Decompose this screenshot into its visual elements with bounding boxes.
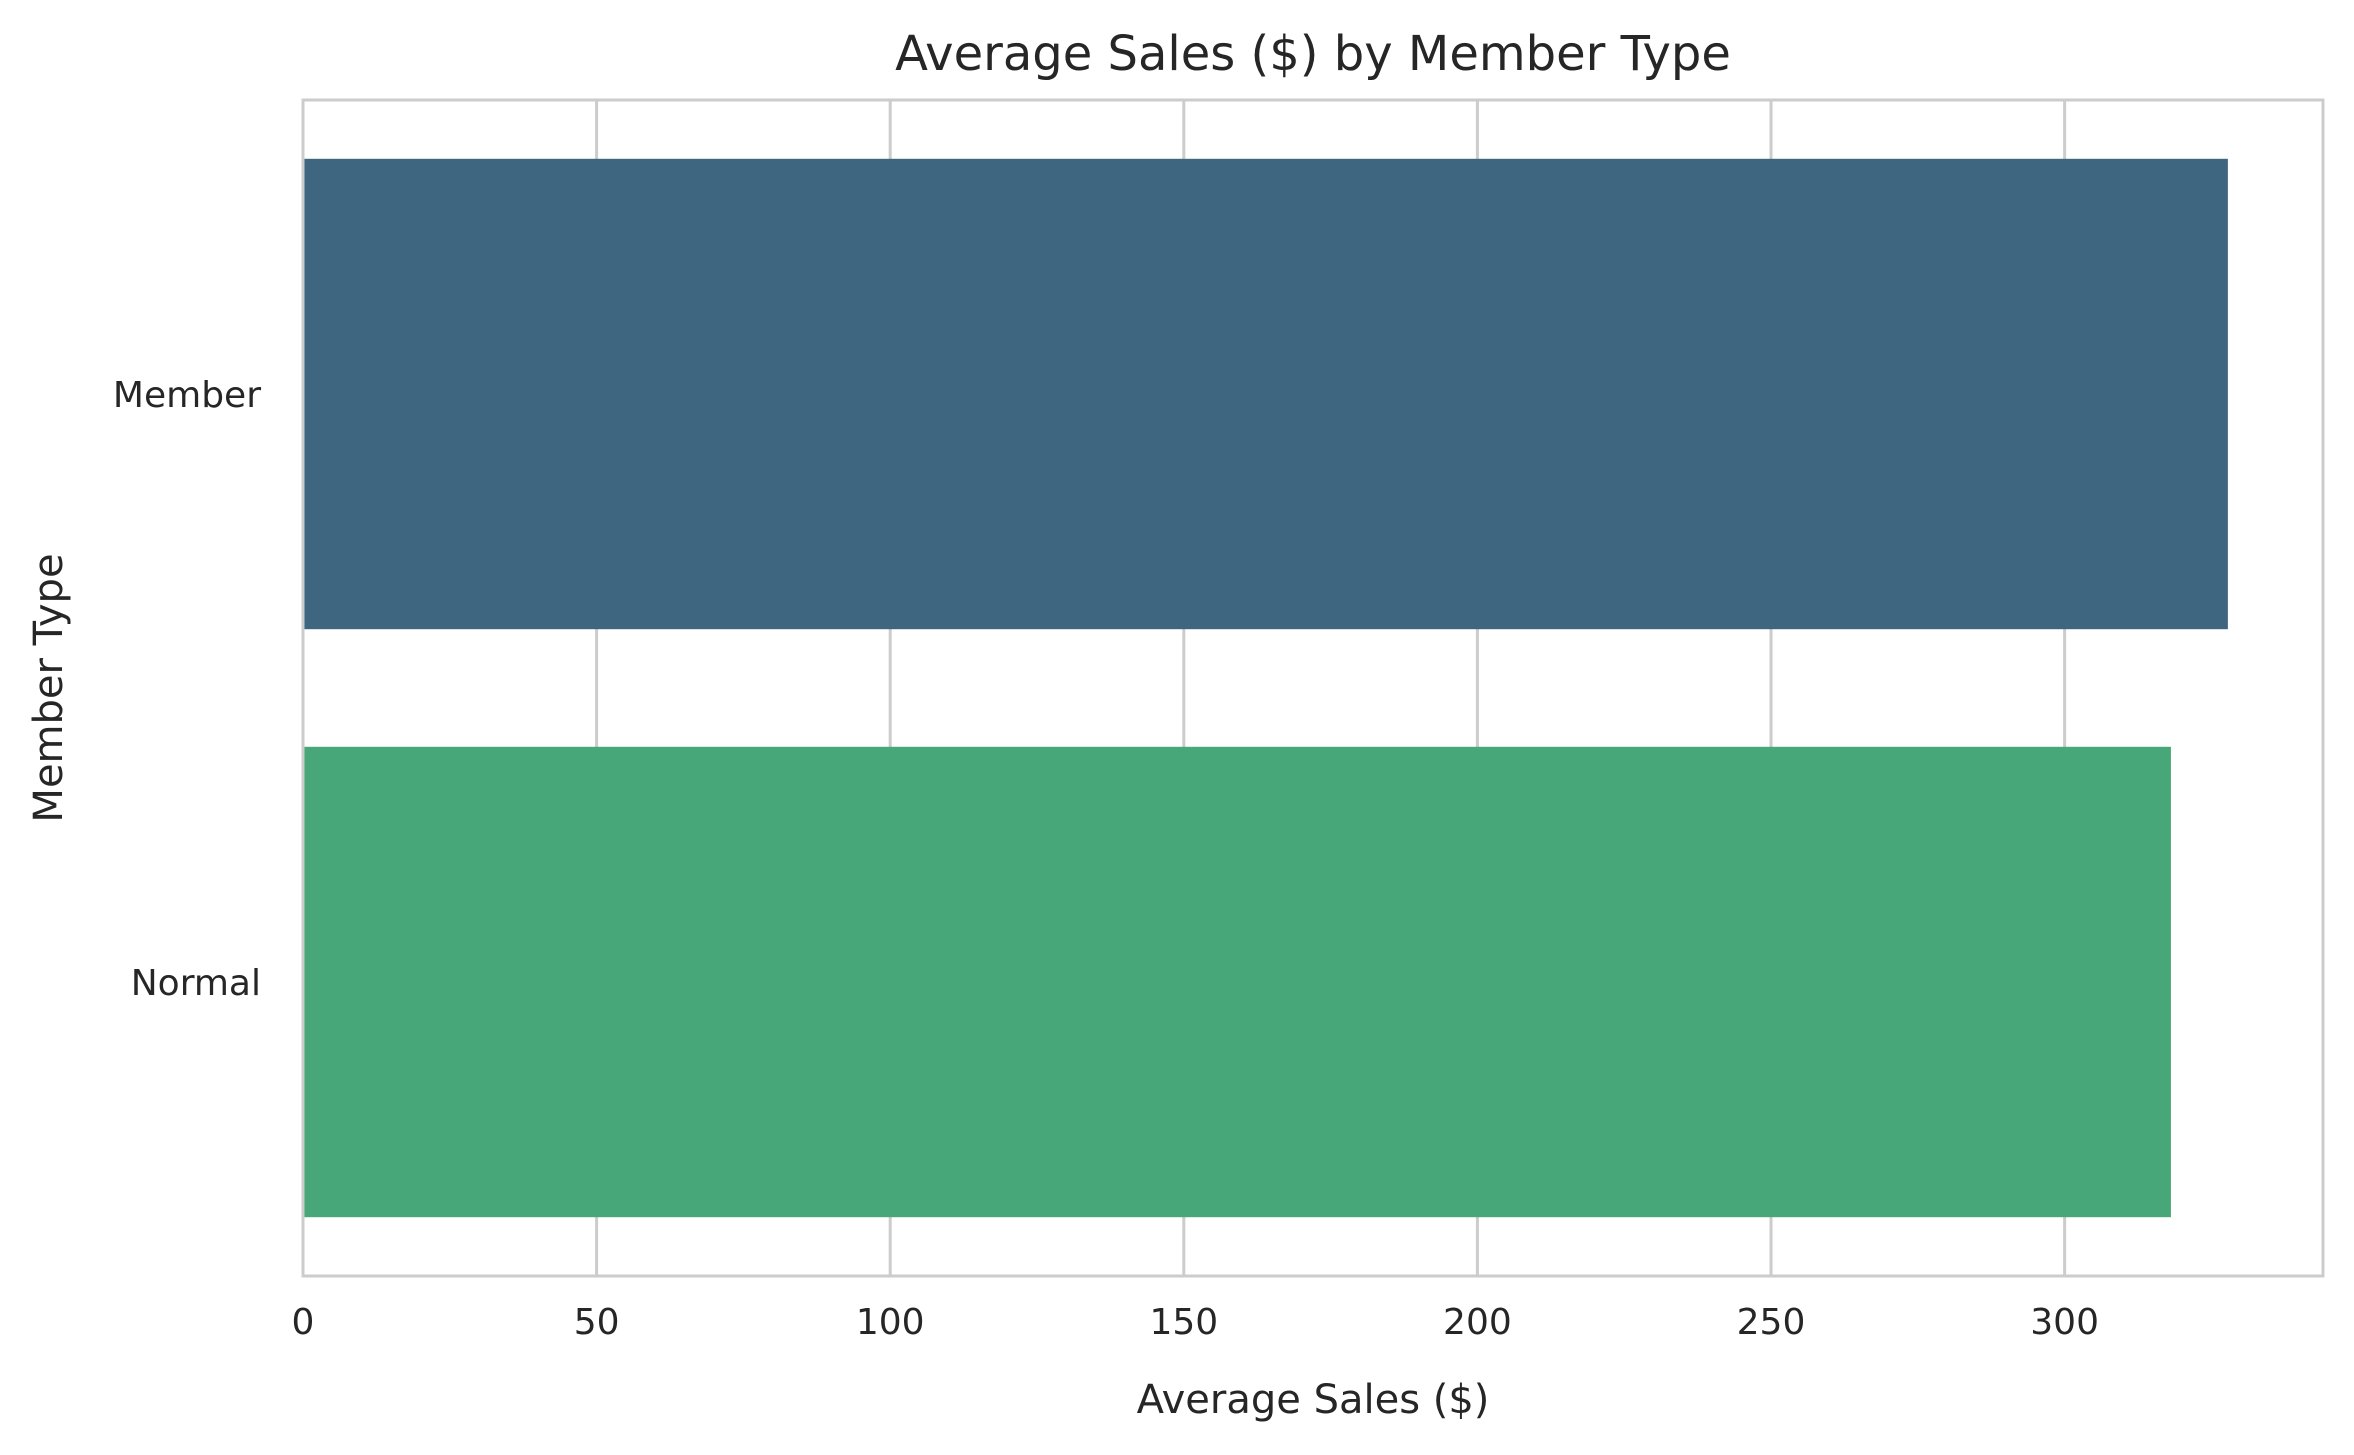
y-tick-label: Normal <box>131 963 261 1004</box>
x-tick-label: 250 <box>1737 1302 1806 1343</box>
x-tick-label: 300 <box>2030 1302 2099 1343</box>
x-tick-label: 0 <box>292 1302 315 1343</box>
bar-member <box>303 158 2228 630</box>
bar-normal <box>303 746 2171 1218</box>
y-axis-label: Member Type <box>26 553 72 822</box>
x-tick-label: 50 <box>574 1302 620 1343</box>
plot-frame <box>301 98 2325 1278</box>
bars <box>303 158 2228 1218</box>
x-tick-label: 100 <box>856 1302 925 1343</box>
y-tick-label: Member <box>113 375 261 416</box>
x-axis-ticks: 0 50 100 150 200 250 300 <box>292 1302 2099 1343</box>
y-axis-ticks: Member Normal <box>113 375 261 1004</box>
chart-title: Average Sales ($) by Member Type <box>895 26 1731 82</box>
x-tick-label: 150 <box>1149 1302 1218 1343</box>
x-axis-label: Average Sales ($) <box>1137 1377 1490 1423</box>
x-tick-label: 200 <box>1443 1302 1512 1343</box>
